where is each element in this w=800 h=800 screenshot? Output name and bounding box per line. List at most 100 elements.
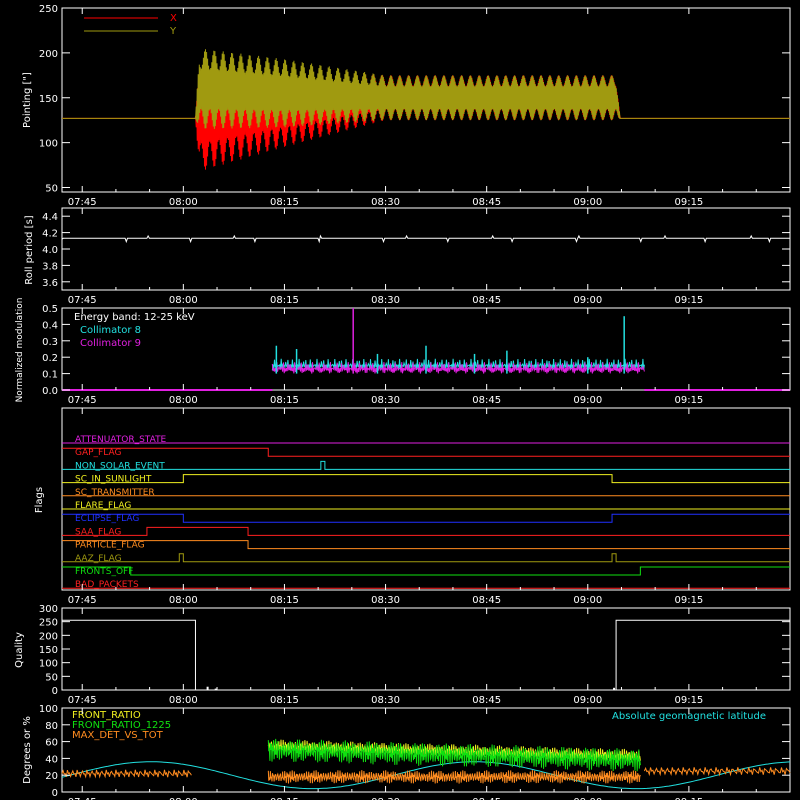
pointing-plot-area [62,49,790,170]
roll-ylabel: Roll period [s] [24,215,35,284]
x-tick-label: 08:45 [472,395,501,406]
y-tick-label: 150 [39,645,58,656]
x-tick-label: 08:30 [371,395,400,406]
pointing-panel: Pointing ["] X Y [22,7,791,193]
flags-ylabel: Flags [34,487,45,513]
y-tick-label: 0.4 [42,320,58,331]
x-tick-label: 08:45 [472,595,501,606]
flag-label: ATTENUATOR_STATE [75,435,167,445]
x-tick-label: 07:45 [68,395,97,406]
modulation-axes-frame [61,307,791,391]
ratios-plot-area [61,738,791,790]
x-tick-label: 08:45 [472,295,501,306]
flag-label: FLARE_FLAG [75,501,131,511]
legend-front-ratio-1225: FRONT_RATIO_1225 [72,720,171,731]
x-tick-label: 08:30 [371,197,400,208]
flags-axes-frame [61,407,791,591]
quality-series [62,619,790,691]
y-tick-label: 0.5 [42,304,58,315]
y-tick-label: 0.3 [42,337,58,348]
x-tick-label: 09:00 [573,295,602,306]
y-tick-label: 250 [39,618,58,629]
y-tick-label: 250 [39,4,58,15]
flag-label: GAP_FLAG [75,448,121,458]
x-tick-label: 08:15 [270,595,299,606]
x-tick-label: 09:15 [674,197,703,208]
y-tick-label: 0.0 [42,386,58,397]
flag-trace-gap-flag [62,447,790,457]
axis-layer: 07:45 08:00 08:15 08:30 08:45 09:00 09:15 07:45… [39,4,790,800]
legend-y-label: Y [169,26,177,37]
ratio-series-2 [267,770,641,784]
y-tick-label: 300 [39,604,58,615]
x-tick-label: 08:00 [169,197,198,208]
y-tick-label: 0.2 [42,353,58,364]
ratios-axes-frame [61,707,791,793]
legend-max-det-vs-tot: MAX_DET_VS_TOT [72,730,164,741]
modulation-panel: Normalized modulation Energy band: 12-25… [15,298,791,403]
legend-front-ratio: FRONT_RATIO [72,710,141,721]
x-tick-label: 09:00 [573,395,602,406]
roll-period-series [61,234,790,244]
flag-trace-eclipse-flag [62,513,790,523]
x-tick-label: 09:15 [674,695,703,706]
y-tick-label: 40 [45,754,58,765]
x-tick-label: 09:00 [573,595,602,606]
x-tick-label: 07:45 [68,295,97,306]
y-tick-label: 100 [39,704,58,715]
legend-collimator-9: Collimator 9 [80,338,141,349]
x-tick-label: 08:00 [169,295,198,306]
x-tick-label: 08:45 [472,197,501,208]
x-tick-label: 08:15 [270,197,299,208]
flag-label: PARTICLE_FLAG [75,541,145,551]
x-tick-label: 08:15 [270,695,299,706]
modulation-series-collimator-8 [271,358,645,371]
flag-label: SC_IN_SUNLIGHT [75,475,152,485]
flag-trace-fronts-off [62,566,790,576]
x-tick-label: 08:15 [270,395,299,406]
x-tick-label: 09:00 [573,197,602,208]
y-tick-label: 80 [45,721,58,732]
x-tick-label: 08:15 [270,295,299,306]
y-tick-label: 200 [39,631,58,642]
flag-trace-particle-flag [62,540,790,550]
pointing-legend: X Y [84,13,177,37]
flag-label: FRONTS_OFF [75,567,133,577]
x-tick-label: 09:15 [674,797,703,800]
flag-label: SAA_FLAG [75,527,121,537]
legend-collimator-8: Collimator 8 [80,325,141,336]
modulation-annotation: Energy band: 12-25 keV [74,312,195,323]
flag-label: NON_SOLAR_EVENT [75,461,165,471]
x-tick-label: 08:45 [472,797,501,800]
x-tick-label: 09:00 [573,797,602,800]
x-tick-label: 09:15 [674,395,703,406]
y-tick-label: 60 [45,738,58,749]
flag-label: ECLIPSE_FLAG [75,514,139,524]
flag-label: SC_TRANSMITTER [75,488,155,498]
ratio-series-1 [267,738,641,772]
y-tick-label: 0 [52,686,58,697]
x-tick-label: 09:15 [674,595,703,606]
geomagnetic-latitude-label: Absolute geomagnetic latitude [612,711,766,722]
y-tick-label: 0.1 [42,370,58,381]
roll-plot-area [61,234,790,244]
y-tick-label: 3.8 [42,261,58,272]
y-tick-label: 100 [39,659,58,670]
modulation-plot-area [62,308,790,391]
x-tick-label: 09:15 [674,295,703,306]
flag-label: BAD_PACKETS [75,580,139,590]
flags-panel: ATTENUATOR_STATE GAP_FLAG NON_SOLAR_EVENT S… [34,407,791,591]
y-tick-label: 3.6 [42,278,58,289]
x-tick-label: 08:30 [371,797,400,800]
flag-trace-aaz-flag [62,553,790,563]
y-tick-label: 100 [39,139,58,150]
max-det-late-series [643,766,791,777]
x-tick-label: 08:00 [169,395,198,406]
ratios-ylabel: Degrees or % [22,716,33,784]
flags-plot-area: ATTENUATOR_STATE GAP_FLAG NON_SOLAR_EVENT S… [62,435,790,590]
x-tick-label: 08:45 [472,695,501,706]
ratios-panel: Degrees or % FRONT_RATIO FRONT_RATIO_122… [22,707,791,793]
modulation-ylabel: Normalized modulation [15,298,25,403]
